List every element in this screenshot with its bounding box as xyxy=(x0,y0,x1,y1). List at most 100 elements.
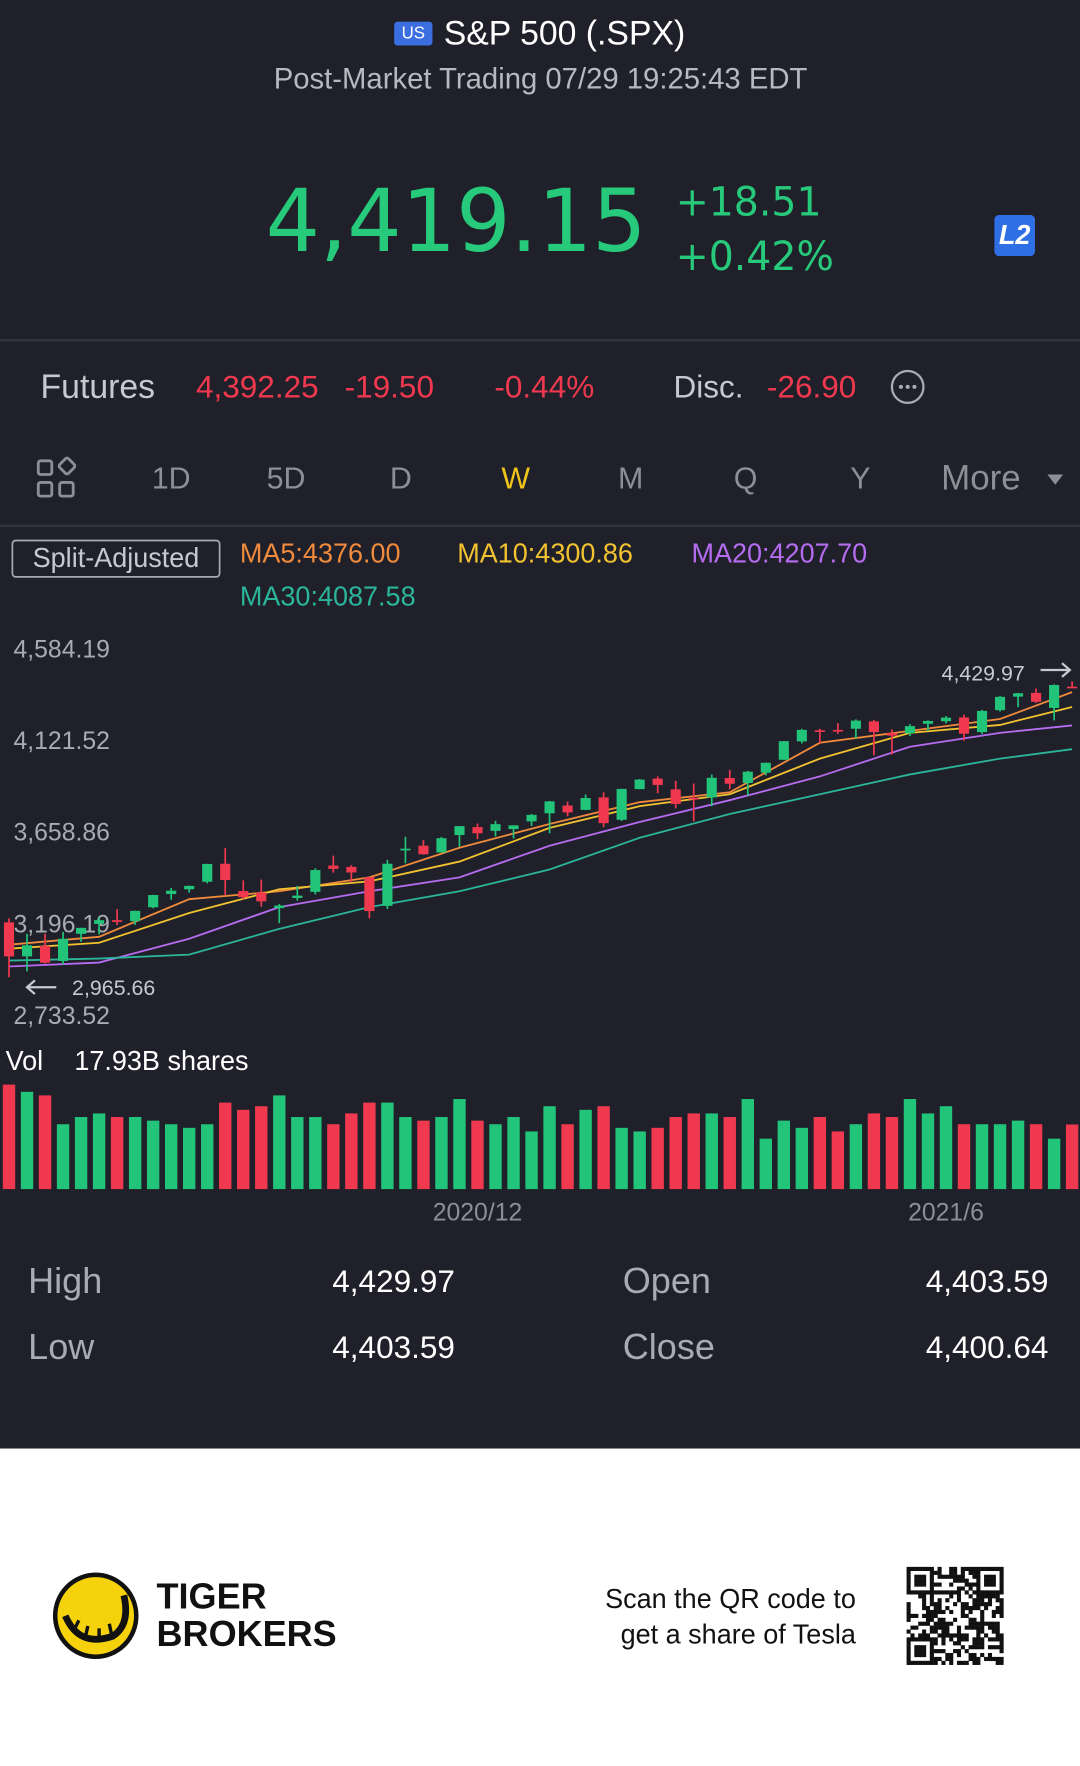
qr-module xyxy=(980,1641,985,1646)
more-icon[interactable] xyxy=(890,369,925,404)
qr-module xyxy=(929,1578,934,1583)
candle-body xyxy=(886,733,897,736)
tab[interactable]: D xyxy=(390,461,412,495)
qr-module xyxy=(972,1598,977,1603)
tab[interactable]: W xyxy=(501,461,530,495)
candle-body xyxy=(346,866,357,873)
qr-module xyxy=(953,1578,958,1583)
qr-module xyxy=(914,1574,919,1579)
qr-module xyxy=(922,1602,927,1607)
volume-bar xyxy=(849,1124,863,1190)
qr-module xyxy=(972,1566,977,1572)
candle-body xyxy=(21,945,33,957)
qr-module xyxy=(922,1637,927,1642)
qr-module xyxy=(995,1637,1000,1642)
qr-module xyxy=(906,1566,911,1572)
candle-body xyxy=(328,865,339,869)
stat-value: 4,429.97 xyxy=(332,1263,455,1299)
candle-body xyxy=(652,778,663,785)
candle-body xyxy=(202,863,213,882)
volume-bar xyxy=(110,1117,124,1190)
qr-module xyxy=(906,1574,911,1579)
qr-module xyxy=(906,1586,911,1591)
dropdown-arrow[interactable] xyxy=(1047,474,1064,485)
qr-module xyxy=(972,1625,977,1630)
qr-module xyxy=(960,1613,965,1618)
qr-module xyxy=(980,1625,985,1630)
qr-module xyxy=(929,1656,934,1662)
qr-module xyxy=(972,1637,977,1642)
qr-module xyxy=(956,1660,962,1665)
tab[interactable]: Y xyxy=(850,461,870,495)
tab[interactable]: 1D xyxy=(152,461,191,495)
qr-module xyxy=(918,1594,923,1599)
qr-module xyxy=(937,1602,942,1607)
volume-bar xyxy=(507,1117,520,1190)
qr-module xyxy=(929,1625,934,1630)
volume-bar xyxy=(1029,1124,1043,1190)
x-tick-label: 2021/6 xyxy=(908,1199,984,1227)
qr-module xyxy=(945,1606,950,1611)
candle-body xyxy=(112,920,123,922)
qr-module xyxy=(914,1613,919,1618)
status: Post-Market Trading 07/29 19:25:43 EDT xyxy=(274,62,808,95)
qr-module xyxy=(949,1594,954,1599)
candle-body xyxy=(634,779,645,790)
qr-module xyxy=(941,1574,946,1579)
volume-bar xyxy=(327,1124,340,1190)
l2-badge[interactable] xyxy=(994,215,1035,257)
volume-bar xyxy=(399,1117,412,1190)
volume-bar xyxy=(669,1117,682,1190)
candle-body xyxy=(904,726,916,734)
candle-body xyxy=(39,945,51,963)
qr-module xyxy=(972,1645,977,1650)
tab-bar: 1D 5D D W M Q Y More xyxy=(152,458,1021,497)
qr-module xyxy=(968,1617,973,1622)
qr-module xyxy=(999,1570,1004,1575)
adjustment-label[interactable]: Split-Adjusted xyxy=(33,542,200,573)
tab[interactable]: Q xyxy=(734,461,758,495)
qr-module xyxy=(999,1574,1004,1579)
qr-module xyxy=(956,1633,962,1638)
qr-module xyxy=(906,1617,911,1622)
tab[interactable]: 5D xyxy=(267,461,306,495)
qr-module xyxy=(956,1578,962,1583)
layout-icon[interactable] xyxy=(36,456,77,498)
qr-module xyxy=(995,1645,1000,1650)
qr-module xyxy=(995,1598,1000,1603)
candle-body xyxy=(526,814,537,822)
qr-module xyxy=(987,1590,993,1595)
qr-module xyxy=(956,1641,962,1646)
qr-module xyxy=(906,1649,911,1654)
candle-body xyxy=(184,885,195,890)
y-tick-label: 4,584.19 xyxy=(14,635,110,663)
qr-module xyxy=(972,1582,977,1587)
qr-module xyxy=(914,1652,919,1658)
qr-module xyxy=(929,1566,934,1572)
qr-module xyxy=(960,1578,965,1583)
l2-badge-text[interactable]: L2 xyxy=(999,219,1031,250)
adjustment-box[interactable] xyxy=(11,539,221,578)
tab[interactable]: M xyxy=(618,461,643,495)
tab[interactable]: More xyxy=(941,458,1021,497)
qr-module xyxy=(999,1566,1004,1572)
ma-legend: MA5:4376.00 xyxy=(240,537,401,568)
qr-module xyxy=(914,1645,919,1650)
high-marker-arrow xyxy=(1040,662,1072,678)
qr-module xyxy=(953,1602,958,1607)
volume-bar xyxy=(795,1127,809,1190)
volume-bar xyxy=(92,1113,106,1190)
qr-module xyxy=(953,1649,958,1654)
qr-module xyxy=(999,1656,1004,1662)
brand-line2: BROKERS xyxy=(157,1613,337,1654)
qr-module xyxy=(976,1629,981,1634)
futures-price: 4,392.25 xyxy=(196,368,319,404)
qr-module xyxy=(933,1641,938,1646)
ma-line xyxy=(8,748,1073,962)
qr-module xyxy=(976,1633,981,1638)
qr-module xyxy=(922,1578,927,1583)
qr-module xyxy=(984,1602,989,1607)
qr-module xyxy=(949,1570,954,1575)
qr-module xyxy=(991,1645,996,1650)
